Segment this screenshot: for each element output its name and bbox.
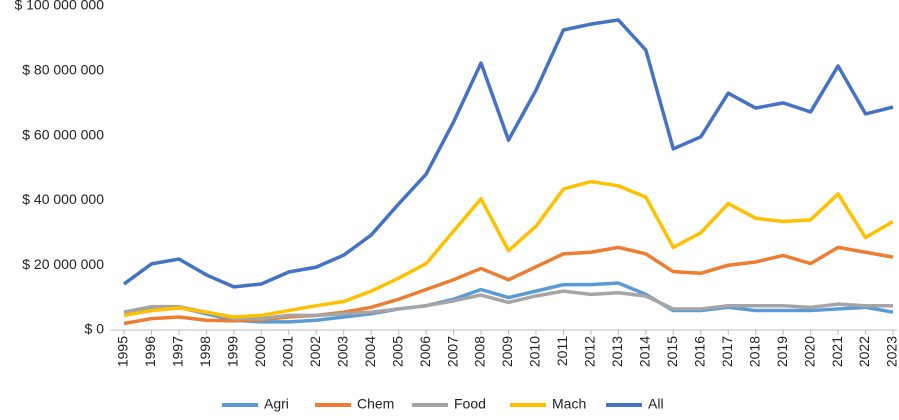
y-tick-label: $ 60 000 000 (22, 126, 104, 142)
x-tick-label: 2002 (307, 336, 323, 367)
x-tick-label: 2001 (279, 336, 295, 367)
series-line (122, 18, 894, 289)
x-tick-label: 2014 (637, 336, 653, 367)
legend-item: Mach (510, 396, 586, 412)
x-tick-label: 2000 (252, 336, 268, 367)
x-tick-label: 2013 (609, 336, 625, 367)
x-tick-label: 2005 (389, 336, 405, 367)
x-tick-label: 2022 (856, 336, 872, 367)
legend-label: Food (454, 396, 486, 412)
x-tick-label: 2011 (554, 336, 570, 366)
legend-item: Chem (315, 396, 394, 412)
x-tick-label: 2016 (691, 336, 707, 367)
y-tick-label: $ 20 000 000 (22, 256, 104, 272)
legend-item: Agri (222, 396, 289, 412)
x-tick-label: 2018 (746, 336, 762, 367)
legend-item: All (606, 396, 664, 412)
x-tick-label: 1996 (142, 336, 158, 367)
legend-label: Chem (357, 396, 394, 412)
x-tick-label: 1999 (225, 336, 241, 367)
legend-label: Mach (552, 396, 586, 412)
legend-item: Food (412, 396, 486, 412)
series-line (123, 289, 893, 321)
y-tick-label: $ 40 000 000 (22, 191, 104, 207)
legend-label: All (648, 396, 664, 412)
x-tick-label: 2019 (774, 336, 790, 367)
x-tick-label: 1998 (197, 336, 213, 367)
x-tick-label: 1995 (115, 336, 131, 367)
x-tick-label: 2010 (527, 336, 543, 367)
x-tick-label: 2007 (444, 336, 460, 367)
x-tick-label: 2023 (884, 336, 899, 367)
y-tick-label: $ 100 000 000 (14, 0, 104, 13)
x-tick-label: 2006 (417, 336, 433, 367)
x-tick-label: 1997 (170, 336, 186, 367)
y-tick-label: $ 80 000 000 (22, 62, 104, 78)
x-tick-label: 2017 (719, 336, 735, 367)
y-tick-label: $ 0 (85, 321, 105, 337)
x-tick-label: 2003 (334, 336, 350, 367)
x-tick-label: 2012 (582, 336, 598, 367)
legend-label: Agri (264, 396, 289, 412)
x-tick-label: 2020 (801, 336, 817, 367)
x-tick-label: 2015 (664, 336, 680, 367)
x-tick-label: 2021 (829, 336, 845, 367)
x-tick-label: 2008 (472, 336, 488, 367)
x-tick-label: 2004 (362, 336, 378, 367)
series-line (123, 179, 894, 319)
x-tick-label: 2009 (499, 336, 515, 367)
